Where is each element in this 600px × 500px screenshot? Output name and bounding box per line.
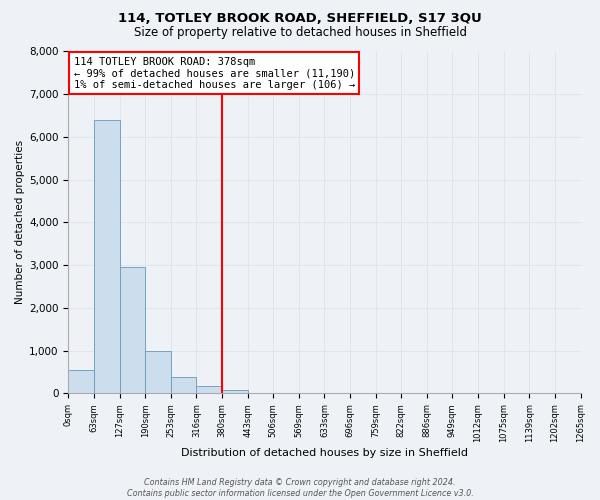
Text: Contains HM Land Registry data © Crown copyright and database right 2024.
Contai: Contains HM Land Registry data © Crown c… bbox=[127, 478, 473, 498]
X-axis label: Distribution of detached houses by size in Sheffield: Distribution of detached houses by size … bbox=[181, 448, 468, 458]
Text: 114, TOTLEY BROOK ROAD, SHEFFIELD, S17 3QU: 114, TOTLEY BROOK ROAD, SHEFFIELD, S17 3… bbox=[118, 12, 482, 26]
Bar bbox=[119, 267, 145, 393]
Bar bbox=[196, 386, 222, 393]
Text: Size of property relative to detached houses in Sheffield: Size of property relative to detached ho… bbox=[133, 26, 467, 39]
Y-axis label: Number of detached properties: Number of detached properties bbox=[15, 140, 25, 304]
Bar bbox=[68, 370, 94, 393]
Text: 114 TOTLEY BROOK ROAD: 378sqm
← 99% of detached houses are smaller (11,190)
1% o: 114 TOTLEY BROOK ROAD: 378sqm ← 99% of d… bbox=[74, 56, 355, 90]
Bar bbox=[94, 120, 119, 393]
Bar bbox=[145, 350, 171, 393]
Bar bbox=[222, 390, 248, 393]
Bar bbox=[171, 377, 196, 393]
